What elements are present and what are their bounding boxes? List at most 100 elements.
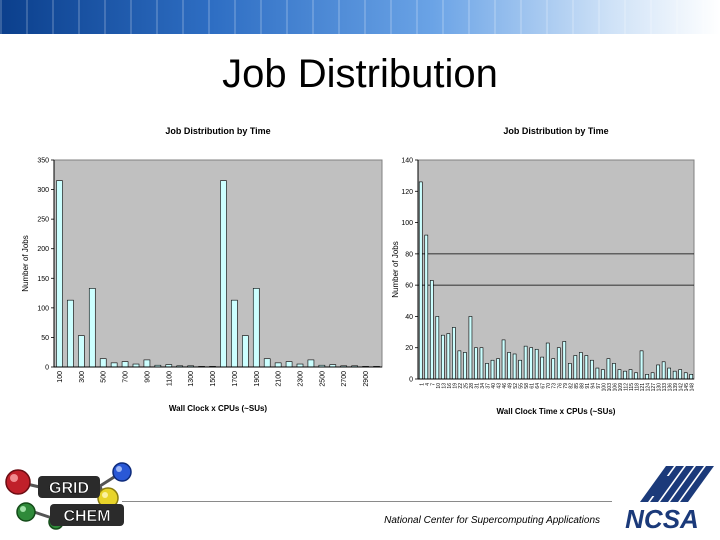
ncsa-logo: NCSA bbox=[608, 466, 716, 534]
bar bbox=[507, 352, 511, 380]
x-tick-label: 300 bbox=[79, 371, 86, 383]
x-tick-label: 52 bbox=[513, 383, 519, 389]
header-banner-pattern bbox=[0, 0, 720, 34]
x-tick-label: 13 bbox=[441, 383, 447, 389]
footer-divider bbox=[122, 501, 612, 502]
bar bbox=[452, 327, 456, 380]
x-tick-label: 88 bbox=[579, 383, 585, 389]
bar bbox=[579, 352, 583, 380]
y-tick-label: 100 bbox=[37, 305, 49, 312]
x-tick-label: 16 bbox=[447, 383, 453, 389]
x-tick-label: 133 bbox=[662, 383, 668, 392]
x-tick-label: 10 bbox=[436, 383, 442, 389]
bar bbox=[99, 358, 107, 368]
x-tick-label: 31 bbox=[474, 383, 480, 389]
bar bbox=[429, 280, 434, 380]
x-tick-label: 85 bbox=[574, 383, 580, 389]
bar bbox=[639, 350, 644, 380]
y-tick-label: 350 bbox=[37, 158, 49, 165]
x-tick-label: 1100 bbox=[166, 371, 173, 386]
y-tick-label: 100 bbox=[401, 220, 413, 227]
x-tick-label: 118 bbox=[635, 383, 641, 391]
bar bbox=[457, 350, 462, 380]
x-tick-label: 58 bbox=[524, 383, 530, 389]
x-tick-label: 70 bbox=[546, 383, 552, 389]
bar bbox=[518, 359, 522, 380]
bar bbox=[285, 361, 293, 368]
bar bbox=[551, 358, 556, 380]
x-tick-label: 2900 bbox=[363, 371, 370, 387]
bar bbox=[121, 361, 129, 368]
x-tick-label: 40 bbox=[491, 383, 497, 389]
x-tick-label: 2700 bbox=[341, 371, 348, 387]
x-tick-label: 142 bbox=[679, 383, 685, 392]
chart-left-svg: Job Distribution by Time 0 50 100 150 200 250 3… bbox=[21, 126, 383, 413]
chart-title: Job Distribution by Time bbox=[503, 126, 608, 136]
bar bbox=[667, 367, 671, 380]
x-tick-label: 4 bbox=[425, 383, 431, 386]
bar bbox=[307, 359, 315, 368]
chart-right: Job Distribution by Time 0 20 40 60 80 100 120 1… bbox=[388, 118, 708, 420]
bar bbox=[242, 335, 249, 368]
chart-right-svg: Job Distribution by Time 0 20 40 60 80 100 120 1… bbox=[391, 126, 696, 416]
bar bbox=[661, 361, 666, 380]
x-tick-label: 130 bbox=[657, 383, 663, 392]
x-tick-label: 73 bbox=[552, 383, 558, 389]
x-tick-label: 145 bbox=[684, 383, 690, 392]
bar bbox=[656, 364, 660, 380]
x-tick-label: 1900 bbox=[254, 371, 261, 387]
bar bbox=[689, 374, 694, 380]
bar bbox=[67, 299, 74, 368]
gridchem-logo-graphic: GRID CHEM bbox=[5, 462, 132, 530]
x-tick-label: 1300 bbox=[188, 371, 195, 387]
x-tick-label: 1500 bbox=[210, 371, 217, 387]
bar bbox=[545, 342, 550, 380]
x-tick-label: 2100 bbox=[276, 371, 283, 387]
bar bbox=[220, 180, 227, 368]
bar bbox=[474, 347, 478, 380]
x-tick-label: 700 bbox=[123, 371, 130, 383]
bar bbox=[274, 362, 282, 368]
bar bbox=[88, 288, 96, 368]
x-tick-label: 139 bbox=[673, 383, 679, 392]
x-axis-label: Wall Clock Time x CPUs (~SUs) bbox=[497, 407, 616, 416]
x-tick-label: 94 bbox=[590, 383, 596, 389]
x-tick-label: 28 bbox=[469, 383, 475, 389]
bar bbox=[562, 341, 567, 380]
gridchem-logo-text-top: GRID bbox=[49, 480, 89, 497]
bar bbox=[435, 316, 440, 380]
x-tick-label: 55 bbox=[519, 383, 525, 389]
bar bbox=[78, 335, 85, 368]
x-tick-label: 46 bbox=[502, 383, 508, 389]
x-tick-label: 43 bbox=[497, 383, 503, 389]
bar bbox=[496, 358, 500, 380]
chart-title: Job Distribution by Time bbox=[165, 126, 270, 136]
bar bbox=[612, 363, 616, 380]
ncsa-logo-graphic: NCSA bbox=[625, 466, 714, 534]
bar bbox=[678, 369, 683, 380]
x-tick-label: 2300 bbox=[298, 371, 305, 387]
y-tick-label: 140 bbox=[401, 158, 413, 165]
x-tick-label: 22 bbox=[458, 383, 464, 389]
x-tick-label: 100 bbox=[57, 371, 64, 383]
x-tick-label: 2500 bbox=[319, 371, 326, 387]
y-tick-label: 250 bbox=[37, 217, 49, 224]
x-tick-label: 103 bbox=[607, 383, 613, 392]
ncsa-logo-text: NCSA bbox=[625, 504, 699, 532]
bar bbox=[479, 347, 484, 380]
y-tick-label: 60 bbox=[405, 283, 413, 290]
bar bbox=[534, 348, 539, 380]
y-axis-label: Number of Jobs bbox=[391, 241, 400, 297]
x-tick-label: 64 bbox=[535, 383, 541, 389]
y-tick-label: 300 bbox=[37, 187, 49, 194]
bar bbox=[595, 367, 600, 380]
header-banner bbox=[0, 0, 720, 34]
y-tick-label: 120 bbox=[401, 189, 413, 196]
x-tick-label: 112 bbox=[624, 383, 630, 391]
chart-left: Job Distribution by Time 0 50 100 150 200 250 3… bbox=[18, 118, 390, 420]
x-tick-label: 91 bbox=[585, 383, 591, 389]
bar bbox=[590, 359, 594, 380]
plot-area bbox=[417, 159, 695, 380]
x-tick-label: 82 bbox=[568, 383, 574, 389]
bar bbox=[446, 333, 451, 380]
